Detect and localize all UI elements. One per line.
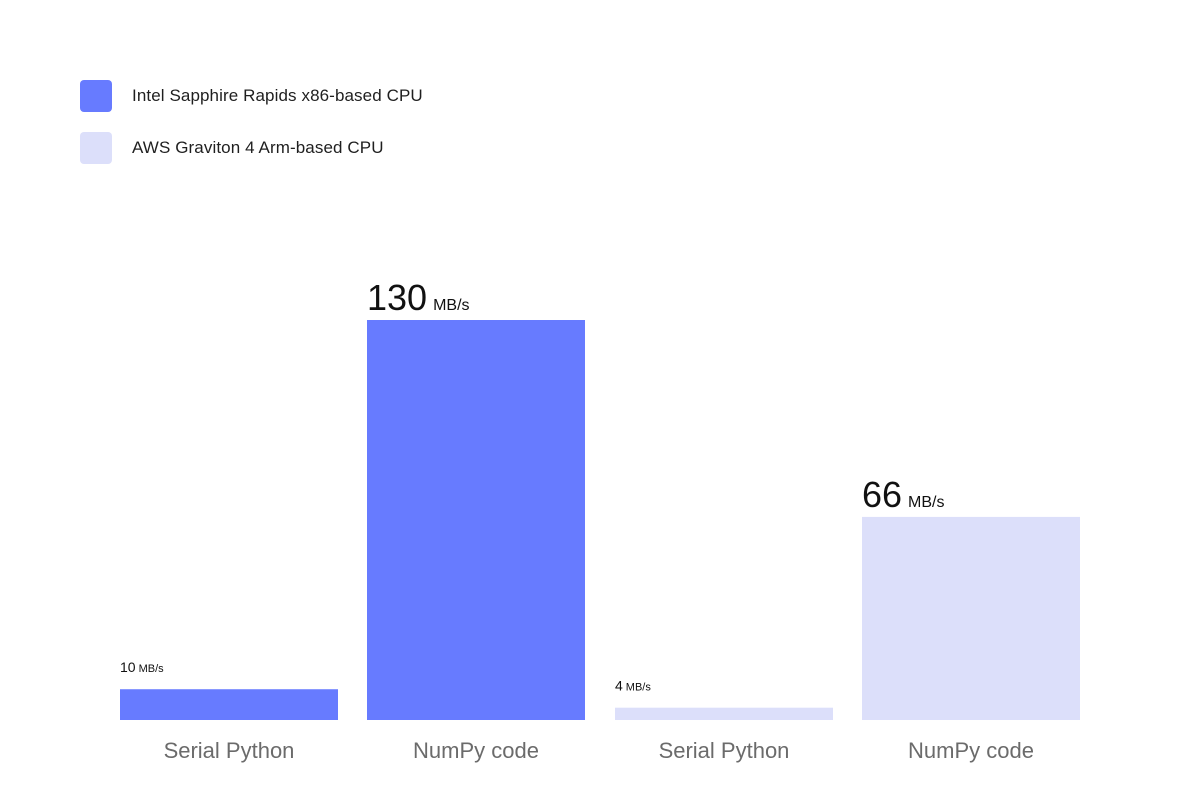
bar-1	[120, 689, 338, 720]
value-unit: MB/s	[908, 494, 944, 511]
value-unit: MB/s	[626, 682, 652, 694]
category-label-3: Serial Python	[659, 738, 790, 763]
value-number: 4	[615, 678, 623, 694]
value-label-1: 10 MB/s	[120, 659, 164, 675]
value-label-4: 66 MB/s	[862, 474, 945, 515]
legend-swatch-graviton	[80, 132, 112, 164]
category-label-1: Serial Python	[164, 738, 295, 763]
value-number: 10	[120, 659, 136, 675]
category-label-2: NumPy code	[413, 738, 539, 763]
value-unit: MB/s	[433, 297, 469, 314]
value-number: 66	[862, 474, 902, 515]
bar-4	[862, 516, 1080, 720]
legend-item-intel: Intel Sapphire Rapids x86-based CPU	[80, 80, 423, 112]
legend-item-graviton: AWS Graviton 4 Arm-based CPU	[80, 132, 423, 164]
value-number: 130	[367, 277, 427, 318]
legend: Intel Sapphire Rapids x86-based CPU AWS …	[80, 80, 423, 184]
bar-2	[367, 320, 585, 720]
legend-label-graviton: AWS Graviton 4 Arm-based CPU	[132, 138, 384, 157]
bar-3	[615, 707, 833, 720]
category-label-4: NumPy code	[908, 738, 1034, 763]
legend-swatch-intel	[80, 80, 112, 112]
legend-label-intel: Intel Sapphire Rapids x86-based CPU	[132, 86, 423, 105]
value-unit: MB/s	[139, 663, 165, 675]
value-label-3: 4 MB/s	[615, 678, 651, 694]
value-label-2: 130 MB/s	[367, 277, 470, 318]
